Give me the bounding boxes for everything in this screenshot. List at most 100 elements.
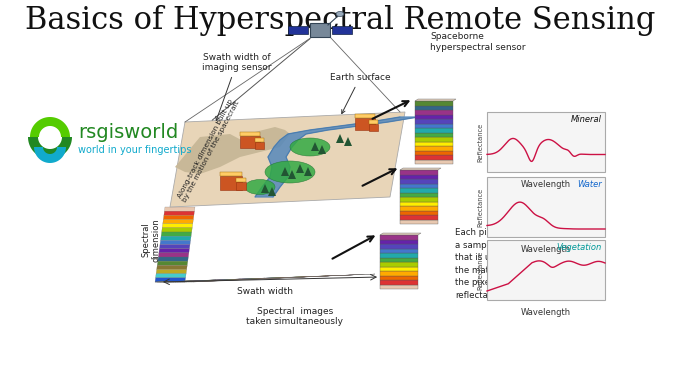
Bar (236, 178, 246, 182)
Polygon shape (177, 276, 333, 282)
Bar (255, 138, 264, 142)
Text: Wavelength: Wavelength (521, 308, 571, 317)
Polygon shape (163, 220, 193, 224)
Polygon shape (173, 277, 311, 282)
Polygon shape (156, 265, 187, 269)
Text: Water: Water (577, 180, 602, 189)
Polygon shape (415, 141, 453, 146)
Polygon shape (163, 279, 248, 282)
Polygon shape (167, 278, 269, 282)
Polygon shape (175, 127, 290, 174)
Polygon shape (159, 244, 190, 249)
Ellipse shape (265, 161, 315, 183)
Bar (220, 172, 242, 176)
Polygon shape (161, 232, 192, 236)
Text: Swath width of
imaging sensor: Swath width of imaging sensor (202, 53, 272, 120)
Polygon shape (171, 278, 253, 282)
Text: Swath width: Swath width (237, 287, 293, 296)
Polygon shape (296, 164, 304, 173)
FancyBboxPatch shape (487, 240, 605, 300)
Polygon shape (165, 279, 259, 282)
Bar (332, 26, 352, 34)
Text: Along-track dimension built up
by the motion of the spacecraft: Along-track dimension built up by the mo… (175, 97, 241, 203)
Polygon shape (400, 197, 438, 201)
Text: Spectral
dimension: Spectral dimension (141, 218, 160, 262)
Polygon shape (380, 262, 418, 267)
Polygon shape (380, 280, 418, 285)
Polygon shape (415, 155, 453, 160)
Polygon shape (182, 276, 314, 282)
Text: Spectral  images
taken simultaneously: Spectral images taken simultaneously (246, 307, 343, 326)
Text: Spaceborne
hyperspectral sensor: Spaceborne hyperspectral sensor (430, 32, 526, 52)
Polygon shape (281, 167, 289, 176)
Polygon shape (175, 276, 322, 282)
Polygon shape (169, 278, 280, 282)
Polygon shape (192, 274, 375, 282)
Text: Reflectance: Reflectance (477, 188, 483, 227)
Text: Reflectance: Reflectance (477, 122, 483, 162)
Text: Wavelength: Wavelength (521, 245, 571, 254)
Polygon shape (182, 274, 364, 282)
Polygon shape (380, 253, 418, 257)
Polygon shape (415, 101, 453, 105)
Polygon shape (304, 167, 312, 176)
Bar (369, 120, 378, 124)
Polygon shape (380, 271, 418, 275)
Polygon shape (380, 275, 418, 280)
Polygon shape (158, 253, 189, 257)
Polygon shape (380, 244, 418, 249)
Polygon shape (184, 274, 375, 282)
Polygon shape (157, 281, 180, 282)
Text: rsgisworld: rsgisworld (78, 123, 178, 141)
Polygon shape (171, 277, 301, 282)
Bar (240, 132, 260, 136)
Polygon shape (178, 275, 343, 282)
Polygon shape (164, 211, 194, 215)
Polygon shape (160, 280, 227, 282)
Polygon shape (380, 257, 418, 262)
Text: Mineral: Mineral (571, 115, 602, 124)
Text: Vegetation: Vegetation (557, 243, 602, 252)
Polygon shape (180, 275, 354, 282)
Polygon shape (415, 137, 453, 141)
Polygon shape (188, 275, 351, 282)
Polygon shape (160, 240, 190, 244)
Polygon shape (268, 187, 276, 196)
Polygon shape (170, 278, 290, 282)
Polygon shape (400, 188, 438, 193)
Ellipse shape (336, 11, 344, 16)
Polygon shape (163, 224, 192, 228)
Polygon shape (159, 281, 192, 282)
Polygon shape (157, 261, 188, 265)
Bar (369, 124, 378, 131)
Polygon shape (180, 277, 302, 282)
Polygon shape (28, 137, 72, 159)
Polygon shape (261, 184, 269, 193)
Polygon shape (400, 179, 438, 183)
FancyBboxPatch shape (487, 177, 605, 237)
FancyBboxPatch shape (487, 112, 605, 172)
Bar (355, 114, 375, 118)
Polygon shape (344, 137, 352, 146)
Polygon shape (158, 281, 217, 282)
Polygon shape (318, 145, 326, 154)
Polygon shape (186, 275, 339, 282)
Polygon shape (380, 235, 418, 240)
Polygon shape (415, 151, 453, 155)
Polygon shape (380, 233, 421, 235)
Polygon shape (169, 279, 241, 282)
Polygon shape (177, 277, 290, 282)
Text: Earth surface: Earth surface (330, 73, 390, 113)
Polygon shape (156, 274, 186, 278)
Polygon shape (415, 119, 453, 123)
Polygon shape (380, 240, 418, 244)
Polygon shape (415, 105, 453, 110)
Polygon shape (415, 160, 453, 164)
Polygon shape (400, 193, 438, 197)
Polygon shape (415, 146, 453, 151)
Polygon shape (170, 112, 405, 207)
Polygon shape (164, 280, 216, 282)
Text: Reflectance: Reflectance (477, 250, 483, 290)
Bar (255, 142, 264, 149)
Polygon shape (400, 201, 438, 206)
